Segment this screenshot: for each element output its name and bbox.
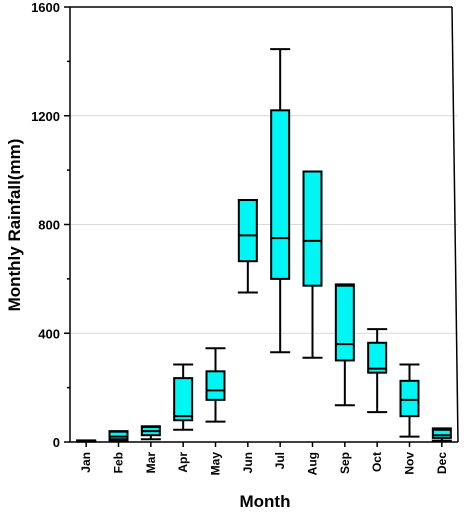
box-jul — [270, 48, 291, 354]
iqr-box — [334, 284, 355, 362]
axes — [64, 6, 459, 447]
x-tick-label: Jan — [79, 452, 93, 473]
iqr-box — [173, 377, 194, 422]
iqr-box — [302, 170, 323, 287]
box-may — [205, 347, 226, 423]
box-nov — [399, 363, 420, 438]
iqr-box — [431, 428, 452, 439]
x-tick-label: Feb — [112, 452, 126, 473]
gridlines — [70, 115, 458, 334]
box-oct — [367, 328, 388, 414]
iqr-box — [270, 109, 291, 280]
y-tick-label: 800 — [38, 218, 60, 233]
box-feb — [108, 430, 129, 442]
iqr-box — [367, 341, 388, 374]
y-tick-label: 400 — [38, 326, 60, 341]
x-tick-label: Nov — [403, 452, 417, 475]
x-tick-label: Jun — [241, 452, 255, 473]
box-jun — [237, 199, 258, 294]
box-dec — [431, 427, 452, 442]
x-tick-label: Apr — [176, 452, 190, 473]
x-tick-label: Dec — [435, 452, 449, 474]
box-mar — [140, 425, 161, 441]
y-axis-title: Monthly Rainfall(mm) — [5, 139, 24, 312]
x-tick-label: Mar — [144, 452, 158, 474]
x-tick-label: Aug — [306, 452, 320, 475]
boxes — [76, 48, 452, 443]
box-jan — [76, 439, 97, 443]
y-tick-label: 1600 — [31, 0, 60, 15]
box-aug — [302, 170, 323, 359]
x-tick-label: May — [209, 452, 223, 476]
right-border — [451, 6, 459, 443]
x-axis-title: Month — [240, 492, 291, 511]
x-tick-label: Sep — [338, 452, 352, 474]
x-tick-label: Jul — [273, 452, 287, 469]
iqr-box — [237, 199, 258, 263]
iqr-box — [205, 370, 226, 401]
box-apr — [173, 363, 194, 431]
y-tick-label: 1200 — [31, 109, 60, 124]
labels: 0 400 800 1200 1600 Jan Feb Mar Apr May Jun Jul Aug S… — [31, 0, 449, 475]
box-sep — [334, 283, 355, 407]
iqr-box — [108, 430, 129, 441]
x-tick-label: Oct — [370, 452, 384, 472]
y-tick-label: 0 — [53, 435, 60, 450]
iqr-box — [399, 379, 420, 418]
